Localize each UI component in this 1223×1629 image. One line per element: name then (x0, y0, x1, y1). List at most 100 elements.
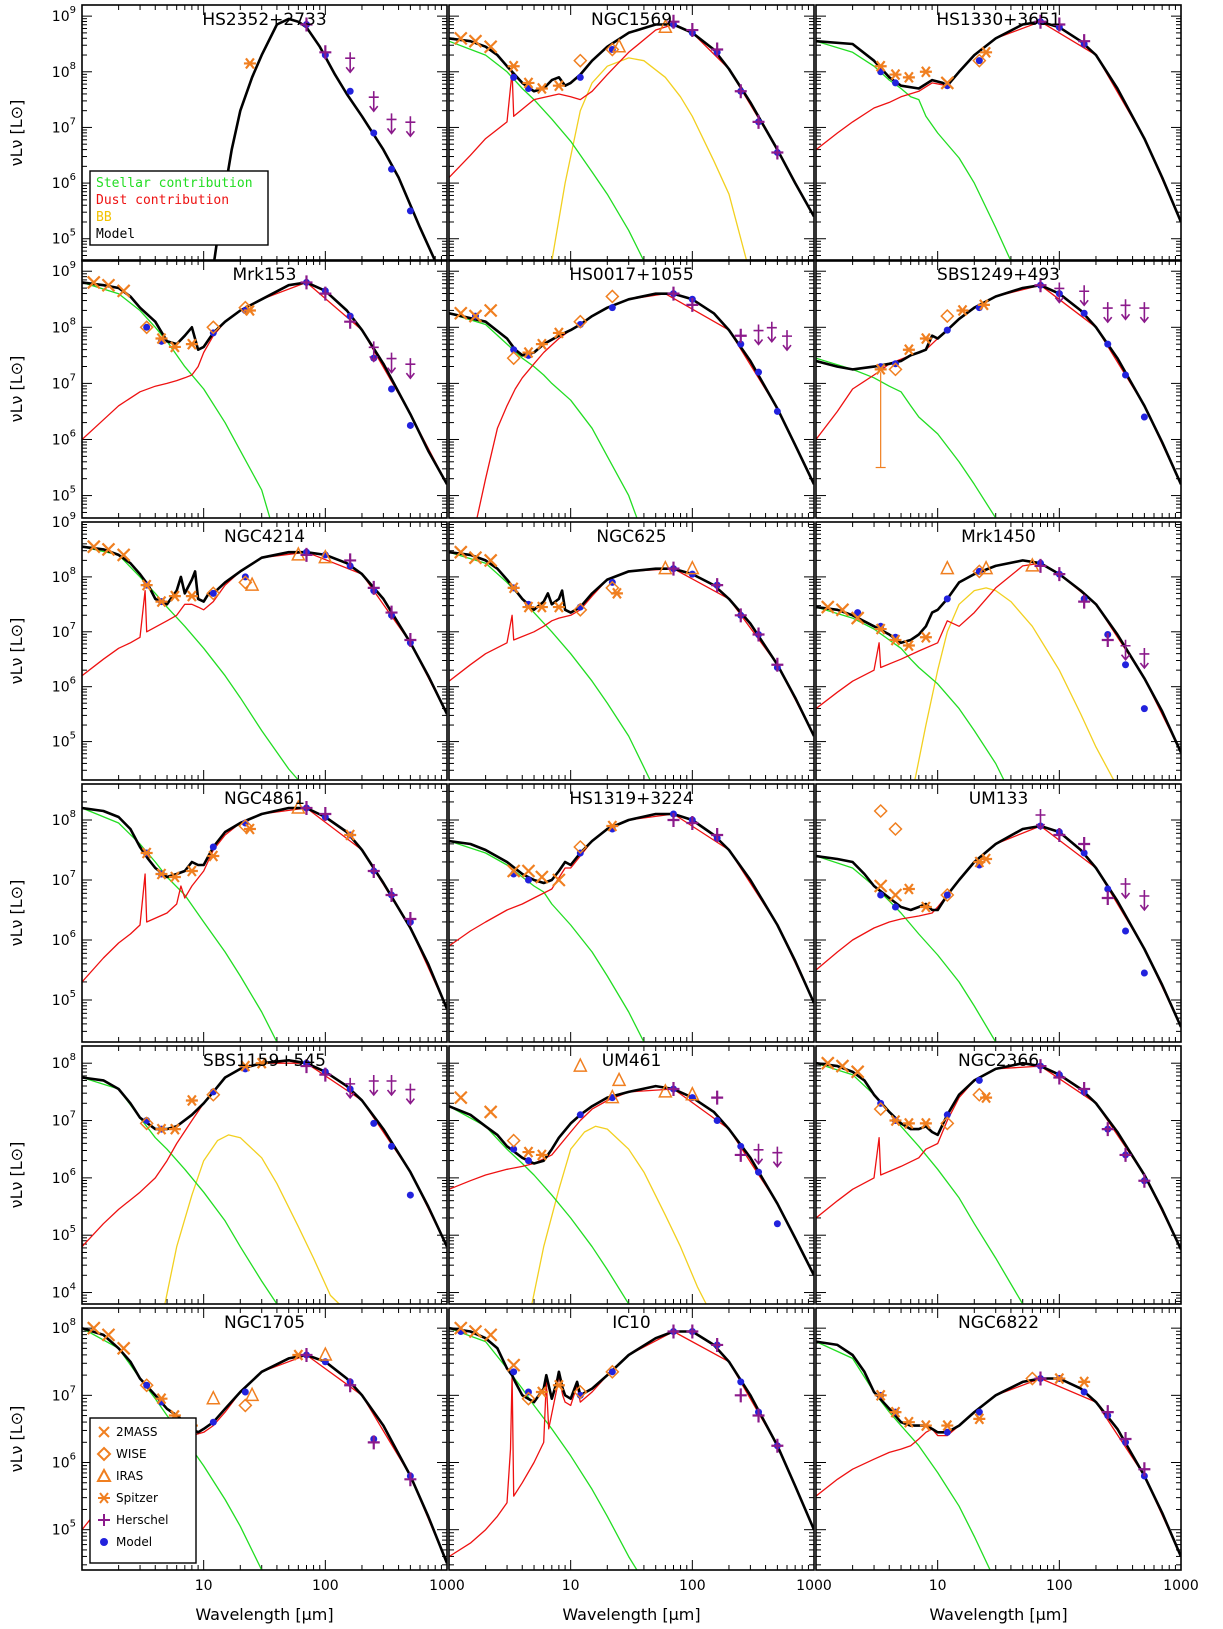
obs-spitzer (185, 338, 198, 350)
obs-spitzer (243, 823, 256, 835)
obs-spitzer (535, 1386, 548, 1398)
panel-frame (815, 783, 1182, 1043)
y-tick-label: 107 (52, 869, 76, 889)
obs-spitzer (874, 60, 887, 72)
obs-2mass (116, 1341, 131, 1356)
upper-limit (1120, 878, 1131, 900)
legend-box (89, 170, 269, 246)
panel-title: SBS1159+545 (203, 1051, 326, 1071)
obs-spitzer (522, 77, 535, 89)
upper-limit (386, 352, 397, 374)
obs-herschel (300, 17, 313, 32)
legend-item: Herschel (116, 1513, 169, 1527)
obs-herschel (300, 547, 313, 562)
obs-wise (139, 320, 154, 335)
model-point (975, 57, 983, 65)
obs-herschel (734, 1388, 747, 1403)
obs-spitzer (155, 1123, 168, 1135)
model-point (406, 1191, 414, 1199)
obs-spitzer (889, 1406, 902, 1418)
legend-item: WISE (116, 1447, 147, 1461)
model-curve (449, 812, 814, 1004)
y-tick-label: 105 (52, 1519, 76, 1539)
panel-frame (448, 259, 815, 519)
bb-curve (164, 1134, 340, 1304)
obs-herschel (686, 1324, 699, 1339)
obs-herschel (667, 1324, 680, 1339)
obs-herschel (734, 328, 747, 343)
y-tick-label: 108 (52, 566, 76, 586)
stellar-curve (82, 281, 271, 518)
obs-herschel (734, 84, 747, 99)
obs-herschel (1078, 34, 1091, 49)
panel-title: SBS1249+493 (937, 265, 1060, 285)
obs-2mass (821, 1056, 835, 1070)
obs-herschel (367, 580, 380, 595)
dust-curve (82, 281, 447, 485)
obs-2mass (454, 1321, 468, 1335)
obs-spitzer (889, 634, 902, 646)
obs-2mass (116, 548, 131, 562)
obs-spitzer (535, 338, 548, 350)
obs-herschel (300, 801, 313, 815)
x-axis-label-col3: Wavelength [μm] (929, 1605, 1067, 1624)
obs-wise (573, 602, 588, 617)
obs-herschel (404, 1472, 417, 1487)
obs-herschel (711, 1337, 724, 1352)
obs-herschel (319, 45, 332, 60)
legend-item: BB (96, 210, 112, 225)
obs-herschel (344, 314, 357, 329)
panel-um133: UM133 (815, 783, 1182, 1043)
model-point (1140, 705, 1148, 713)
upper-limit (1139, 647, 1150, 670)
obs-wise (206, 586, 221, 601)
upper-limit (405, 358, 416, 380)
obs-2mass (483, 1328, 498, 1342)
y-tick-label: 106 (52, 676, 76, 696)
model-point (1080, 1388, 1088, 1396)
obs-wise (605, 289, 620, 304)
obs-herschel (667, 286, 680, 301)
upper-limit (368, 1075, 379, 1097)
obs-wise (1025, 1371, 1040, 1386)
obs-spitzer (956, 304, 969, 317)
upper-limit (772, 1146, 783, 1168)
model-curve (816, 559, 1181, 754)
panel-ngc1705: 105 106 107 108 νLν [L⊙] 10 100 1000 NGC1705 2MAS… (7, 1307, 465, 1594)
panel-title: NGC2366 (958, 1051, 1039, 1071)
panel-title: NGC1705 (224, 1313, 305, 1333)
dust-curve (816, 1377, 1181, 1557)
plot-area (449, 810, 814, 1042)
obs-wise (573, 314, 588, 329)
obs-herschel (771, 657, 784, 672)
obs-herschel (667, 1082, 680, 1096)
panel-frame (81, 1307, 448, 1571)
obs-herschel (1119, 1147, 1132, 1162)
obs-spitzer (610, 587, 623, 600)
panel-frame (448, 521, 815, 781)
obs-herschel (686, 23, 699, 38)
obs-spitzer (535, 1149, 548, 1161)
panel-hs1319-3224: HS1319+3224 (448, 783, 815, 1043)
dust-curve (816, 284, 1181, 485)
model-point (975, 1076, 983, 1084)
legend-item: Dust contribution (96, 193, 229, 208)
obs-herschel (385, 605, 398, 620)
panel-hs2352-2733: 105 106 107 108 109 νLν [L⊙] HS2352+2733 Stella… (7, 4, 448, 262)
panel-title: Mrk1450 (961, 527, 1036, 547)
obs-herschel (1053, 828, 1066, 842)
obs-wise (238, 818, 253, 834)
obs-spitzer (552, 1379, 565, 1391)
model-point (209, 843, 217, 851)
obs-spitzer (919, 901, 932, 913)
obs-2mass (535, 870, 549, 884)
obs-herschel (367, 864, 380, 878)
obs-spitzer (889, 68, 902, 81)
obs-spitzer (919, 1419, 932, 1432)
obs-spitzer (980, 1091, 993, 1104)
obs-spitzer (507, 582, 520, 594)
dust-curve (449, 1088, 814, 1276)
obs-iras (940, 559, 955, 575)
obs-spitzer (1078, 1376, 1091, 1388)
obs-spitzer (140, 847, 153, 859)
